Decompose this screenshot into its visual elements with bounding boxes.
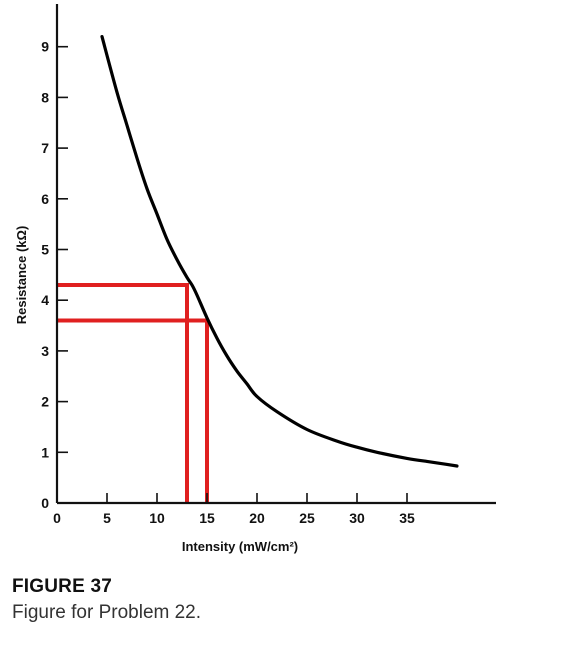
y-tick-label: 0 — [41, 495, 49, 511]
curve-layer — [100, 35, 459, 468]
y-tick-label: 2 — [41, 394, 49, 410]
x-tick-label: 35 — [399, 510, 415, 526]
x-tick-label: 0 — [53, 510, 61, 526]
reference-lines-layer — [57, 282, 209, 503]
x-tick-label: 15 — [199, 510, 215, 526]
y-tick-label: 4 — [41, 292, 49, 308]
x-tick-label: 20 — [249, 510, 265, 526]
y-tick-label: 1 — [41, 444, 49, 460]
figure-caption-title: FIGURE 37 — [12, 576, 112, 597]
y-tick-label: 9 — [41, 39, 49, 55]
resistance-curve — [100, 35, 459, 468]
ticks-layer: 0 5 10 15 20 25 30 35 0 1 2 3 4 5 6 7 8 9 — [41, 39, 415, 526]
y-tick-label: 5 — [41, 242, 49, 258]
y-tick-label: 7 — [41, 140, 49, 156]
x-tick-label: 30 — [349, 510, 365, 526]
x-tick-label: 10 — [149, 510, 165, 526]
x-tick-label: 5 — [103, 510, 111, 526]
x-tick-label: 25 — [299, 510, 315, 526]
y-axis-label: Resistance (kΩ) — [14, 226, 29, 325]
y-tick-label: 3 — [41, 343, 49, 359]
y-tick-label: 6 — [41, 191, 49, 207]
resistance-intensity-chart: 0 5 10 15 20 25 30 35 0 1 2 3 4 5 6 7 8 9 Intensity (mW/c… — [14, 4, 496, 554]
x-axis-label: Intensity (mW/cm²) — [182, 539, 298, 554]
figure-caption-text: Figure for Problem 22. — [12, 602, 202, 623]
axes-layer — [55, 4, 496, 505]
y-tick-label: 8 — [41, 89, 49, 105]
